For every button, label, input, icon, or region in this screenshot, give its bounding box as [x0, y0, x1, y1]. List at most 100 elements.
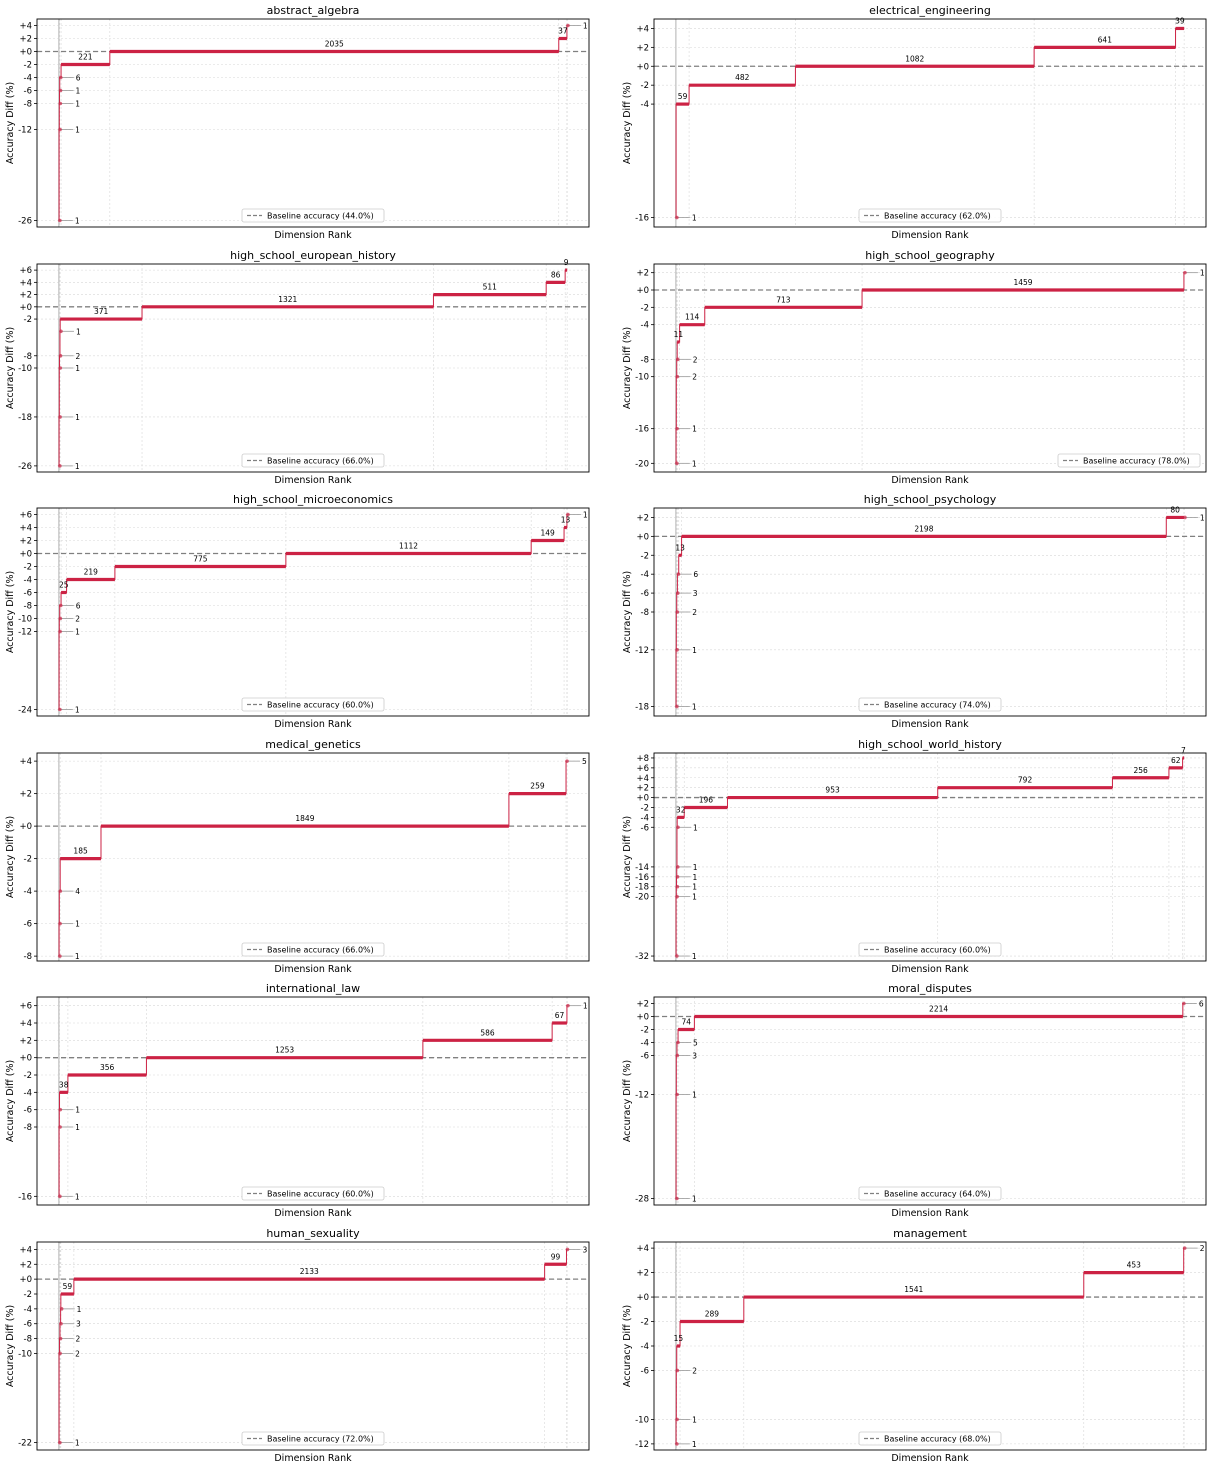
y-tick-label: +6 [19, 266, 32, 276]
step-count-label: 38 [59, 1080, 69, 1089]
y-tick-label: -2 [641, 81, 649, 91]
step-count-label: 1 [76, 327, 81, 336]
step-count-label: 1321 [278, 295, 297, 304]
step-marker [675, 461, 679, 466]
y-axis-label: Accuracy Diff (%) [622, 816, 633, 898]
chart-title: management [893, 1227, 967, 1240]
step-marker [58, 1107, 63, 1112]
step-marker [675, 1368, 680, 1373]
step-count-label: 1 [75, 1192, 80, 1201]
step-count-label: 80 [1170, 505, 1180, 514]
y-tick-label: +0 [19, 303, 32, 313]
y-tick-label: +4 [636, 1244, 649, 1254]
step-count-label: 6 [1199, 1000, 1204, 1009]
step-count-label: 2 [692, 608, 697, 617]
x-axis-label: Dimension Rank [274, 475, 352, 486]
y-tick-label: -10 [18, 1349, 32, 1359]
legend-box [858, 942, 1002, 957]
step-count-label: 1 [75, 952, 80, 961]
y-tick-label: +2 [19, 291, 32, 301]
step-count-label: 32 [676, 805, 686, 814]
step-count-label: 713 [776, 295, 791, 304]
step-marker [58, 1440, 62, 1445]
step-count-label: 1 [75, 706, 80, 715]
step-count-label: 1 [692, 1195, 697, 1204]
legend-box [1057, 453, 1201, 468]
y-tick-label: -4 [641, 1342, 649, 1352]
legend: Baseline accuracy (44.0%) [241, 208, 385, 223]
step-marker [58, 101, 63, 106]
step-marker [565, 1247, 570, 1252]
y-tick-label: -10 [18, 364, 32, 374]
y-tick-label: -12 [18, 126, 32, 136]
step-count-label: 1 [692, 952, 697, 961]
step-count-label: 953 [825, 786, 840, 795]
step-count-label: 1 [75, 628, 80, 637]
legend-label: Baseline accuracy (66.0%) [267, 946, 374, 955]
step-marker [675, 865, 680, 869]
legend: Baseline accuracy (66.0%) [241, 453, 385, 468]
y-tick-label: -26 [18, 462, 32, 472]
step-count-label: 2 [76, 1335, 81, 1344]
chart-title: high_school_microeconomics [233, 493, 393, 506]
x-axis-label: Dimension Rank [891, 230, 969, 241]
x-axis-label: Dimension Rank [891, 719, 969, 730]
axes-frame [653, 752, 1207, 962]
step-count-label: 2 [76, 352, 81, 361]
y-tick-label: -6 [24, 1106, 32, 1116]
step-count-label: 1 [75, 920, 80, 929]
y-tick-label: -16 [635, 214, 649, 224]
y-tick-label: -2 [24, 61, 32, 71]
y-tick-label: -2 [24, 1071, 32, 1081]
step-count-label: 1 [693, 863, 698, 872]
step-count-label: 1 [583, 511, 588, 520]
step-count-label: 1 [692, 425, 697, 434]
legend-box [241, 942, 385, 957]
legend-box [858, 697, 1002, 712]
y-tick-label: -8 [24, 100, 32, 110]
step-count-label: 5 [693, 1039, 698, 1048]
step-marker [58, 921, 62, 926]
y-axis-label: Accuracy Diff (%) [622, 1305, 633, 1387]
step-marker [1183, 270, 1187, 275]
y-tick-label: +2 [636, 513, 649, 523]
legend-box [858, 1186, 1002, 1201]
y-tick-label: -18 [18, 413, 32, 423]
step-count-label: 775 [193, 555, 208, 564]
legend-label: Baseline accuracy (66.0%) [267, 457, 374, 466]
y-tick-label: -4 [641, 813, 649, 823]
y-tick-label: -32 [635, 952, 649, 962]
step-count-label: 1 [692, 883, 697, 892]
step-marker [58, 629, 62, 634]
step-count-label: 1849 [295, 814, 314, 823]
y-tick-label: +0 [636, 532, 649, 542]
step-marker [675, 426, 679, 431]
step-marker [58, 353, 63, 358]
step-count-label: 196 [699, 795, 714, 804]
step-count-label: 3 [693, 589, 698, 598]
step-count-label: 185 [73, 847, 88, 856]
step-count-label: 1541 [904, 1285, 923, 1294]
step-count-label: 2 [693, 355, 698, 364]
step-marker [675, 591, 680, 595]
step-count-label: 221 [78, 53, 93, 62]
y-tick-label: -8 [641, 355, 649, 365]
y-tick-label: -18 [635, 703, 649, 713]
y-tick-label: -10 [18, 615, 32, 625]
x-axis-label: Dimension Rank [274, 964, 352, 975]
legend-label: Baseline accuracy (74.0%) [884, 701, 991, 710]
step-count-label: 6 [693, 570, 698, 579]
step-marker [59, 329, 63, 334]
y-tick-label: +4 [19, 524, 32, 534]
step-count-label: 2 [692, 1366, 697, 1375]
step-count-label: 59 [63, 1282, 73, 1291]
chart-high-school-psychology: high_school_psychology -18 -12 -8 -6 -4 -2 +0 +2… [622, 493, 1207, 730]
axes-frame [653, 1241, 1207, 1451]
step-count-label: 1 [1200, 513, 1205, 522]
step-count-label: 62 [1171, 756, 1181, 765]
y-axis-label: Accuracy Diff (%) [622, 571, 633, 653]
legend-box [241, 453, 385, 468]
y-tick-label: -8 [641, 608, 649, 618]
chart-human-sexuality: human_sexuality -22 -10 -8 -6 -4 -2 +0 +2 +4 1 2 2 3 1… [5, 1227, 590, 1463]
axes-frame [36, 752, 590, 962]
